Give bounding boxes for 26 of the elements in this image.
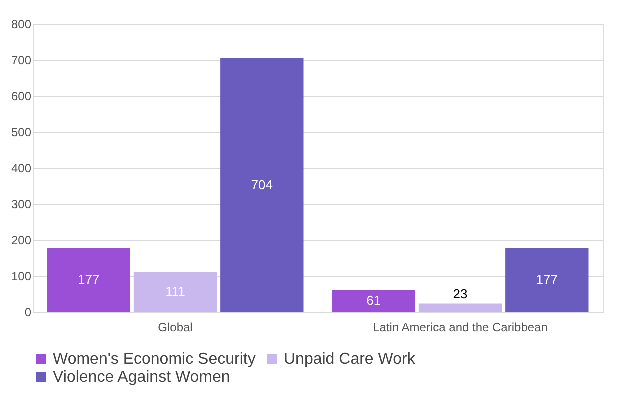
y-tick-label: 400 [11, 162, 32, 176]
bar [220, 58, 304, 312]
bar [332, 290, 416, 312]
legend-label: Violence Against Women [53, 369, 230, 386]
bar [134, 272, 218, 312]
legend-label: Women's Economic Security [53, 351, 256, 368]
y-tick-label: 800 [11, 18, 32, 32]
y-tick-label: 100 [11, 270, 32, 284]
legend-label: Unpaid Care Work [284, 351, 416, 368]
data-label: 61 [366, 293, 382, 308]
data-label: 23 [453, 286, 468, 302]
bar [418, 304, 502, 312]
y-tick-label: 600 [11, 90, 32, 104]
data-label: 177 [536, 272, 558, 288]
data-label: 177 [78, 272, 100, 288]
data-label: 111 [166, 284, 186, 300]
bar [506, 248, 589, 312]
y-tick-label: 0 [24, 306, 32, 320]
data-label: 704 [251, 177, 274, 192]
y-tick-label: 500 [11, 126, 32, 140]
y-tick-label: 200 [11, 234, 32, 248]
y-tick-label: 700 [11, 54, 32, 68]
bar [47, 248, 130, 312]
x-tick-label: Global [158, 320, 193, 334]
y-tick-label: 300 [11, 198, 32, 212]
x-tick-label: Latin America and the Caribbean [373, 320, 548, 334]
